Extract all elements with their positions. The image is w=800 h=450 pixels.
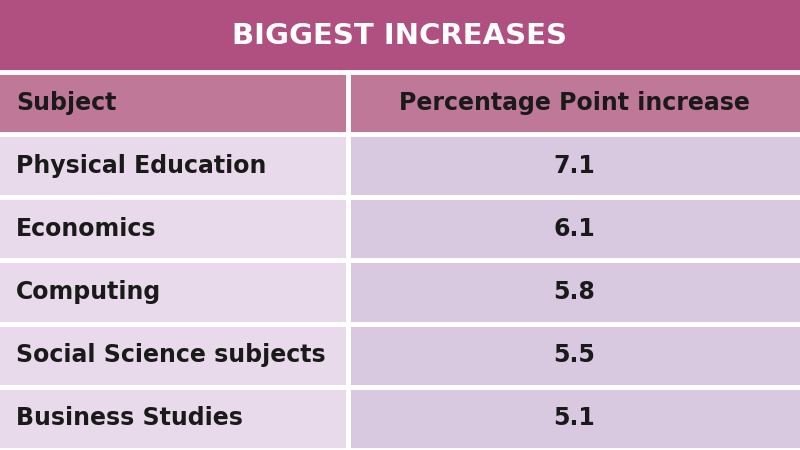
Text: 5.8: 5.8 <box>553 280 595 304</box>
Text: Social Science subjects: Social Science subjects <box>16 343 326 367</box>
Text: Computing: Computing <box>16 280 162 304</box>
Text: 5.5: 5.5 <box>553 343 595 367</box>
Bar <box>0 324 348 387</box>
Text: Business Studies: Business Studies <box>16 406 243 430</box>
Text: 6.1: 6.1 <box>553 217 595 241</box>
Text: 5.1: 5.1 <box>553 406 595 430</box>
Bar <box>348 261 800 324</box>
Text: Economics: Economics <box>16 217 157 241</box>
Text: 7.1: 7.1 <box>553 153 595 178</box>
Bar <box>348 324 800 387</box>
Bar <box>0 197 348 261</box>
Text: Subject: Subject <box>16 91 116 115</box>
Bar <box>0 387 348 450</box>
Text: Percentage Point increase: Percentage Point increase <box>398 91 750 115</box>
Bar <box>0 0 800 72</box>
Bar <box>0 134 348 197</box>
Bar <box>348 72 800 134</box>
Bar <box>0 72 348 134</box>
Bar <box>0 261 348 324</box>
Bar <box>348 134 800 197</box>
Bar <box>348 197 800 261</box>
Text: Physical Education: Physical Education <box>16 153 266 178</box>
Bar <box>348 387 800 450</box>
Text: BIGGEST INCREASES: BIGGEST INCREASES <box>233 22 567 50</box>
